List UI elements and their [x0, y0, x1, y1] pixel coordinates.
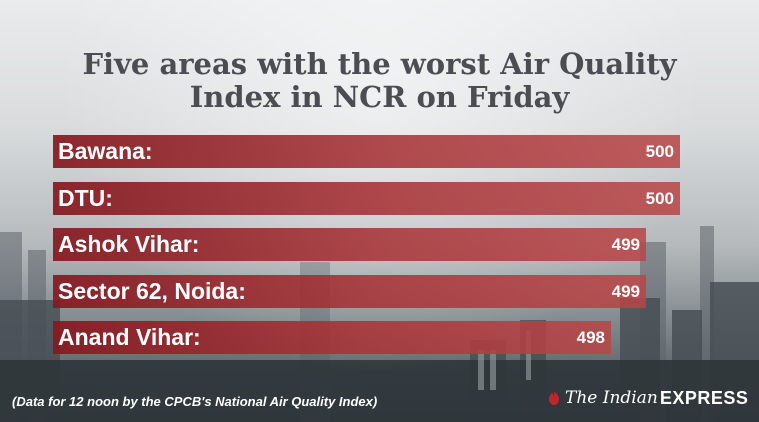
bar-value-label: 498: [576, 328, 605, 347]
bar-category-label: Ashok Vihar:: [58, 231, 200, 257]
chart-title: Five areas with the worst Air Quality In…: [0, 48, 759, 114]
chart-title-line-1: Five areas with the worst Air Quality: [82, 47, 677, 81]
bar-category-label: Bawana:: [58, 138, 153, 164]
bar-value-label: 499: [611, 235, 640, 254]
indian-express-logo: The Indian EXPRESS: [547, 386, 748, 410]
bar-4: Anand Vihar: 498: [53, 321, 611, 354]
bar-2: Ashok Vihar: 499: [53, 228, 646, 261]
bar-value-label: 499: [611, 281, 640, 301]
bar-category-label: Anand Vihar:: [58, 324, 201, 350]
bar-0: Bawana: 500: [53, 135, 680, 168]
bar-category-label: Sector 62, Noida:: [58, 277, 246, 304]
logo-text-bold: EXPRESS: [659, 387, 749, 408]
data-source-footnote: (Data for 12 noon by the CPCB's National…: [12, 394, 378, 409]
bar-category-label: DTU:: [58, 184, 113, 211]
bar-3: Sector 62, Noida: 499: [53, 274, 646, 308]
flame-mark-icon: [549, 391, 559, 405]
bar-value-label: 500: [645, 142, 674, 161]
bar-value-label: 500: [645, 188, 674, 208]
logo-text-italic: The Indian: [565, 388, 658, 408]
bar-1: DTU: 500: [53, 181, 680, 215]
chart-title-line-2: Index in NCR on Friday: [189, 80, 570, 114]
